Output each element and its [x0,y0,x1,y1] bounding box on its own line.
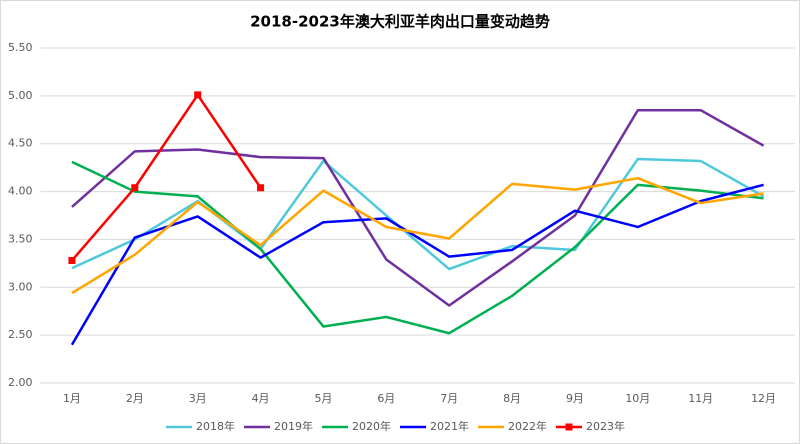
point-marker [257,184,265,192]
point-marker [194,91,202,99]
x-tick-label: 4月 [252,392,270,405]
chart-title: 2018-2023年澳大利亚羊肉出口量变动趋势 [250,13,550,31]
y-tick-label: 2.50 [8,328,33,341]
legend-label: 2022年 [508,419,547,433]
y-tick-label: 5.50 [8,41,33,54]
y-tick-label: 4.50 [8,137,33,150]
x-tick-label: 3月 [189,392,207,405]
y-tick-label: 5.00 [8,89,33,102]
y-tick-label: 3.00 [8,280,33,293]
legend-label: 2018年 [196,419,235,433]
x-tick-label: 6月 [377,392,395,405]
legend-label: 2020年 [352,419,391,433]
y-tick-label: 3.50 [8,232,33,245]
legend-marker [565,423,573,431]
x-tick-label: 9月 [566,392,584,405]
y-tick-label: 2.00 [8,376,33,389]
x-tick-label: 12月 [751,392,776,405]
x-tick-label: 5月 [314,392,332,405]
x-tick-label: 7月 [440,392,458,405]
point-marker [68,256,76,264]
series-line [71,176,764,295]
x-tick-label: 11月 [688,392,713,405]
point-marker [131,184,139,192]
x-tick-label: 2月 [126,392,144,405]
y-tick-label: 4.00 [8,185,33,198]
x-tick-label: 8月 [503,392,521,405]
legend-label: 2023年 [586,419,625,433]
series-line [71,160,764,335]
series-line [71,157,765,271]
series-line [70,93,262,262]
x-tick-label: 1月 [63,392,81,405]
x-tick-label: 10月 [625,392,650,405]
legend-label: 2021年 [430,419,469,433]
series-line [71,108,765,307]
series-line [70,183,764,346]
legend-label: 2019年 [274,419,313,433]
